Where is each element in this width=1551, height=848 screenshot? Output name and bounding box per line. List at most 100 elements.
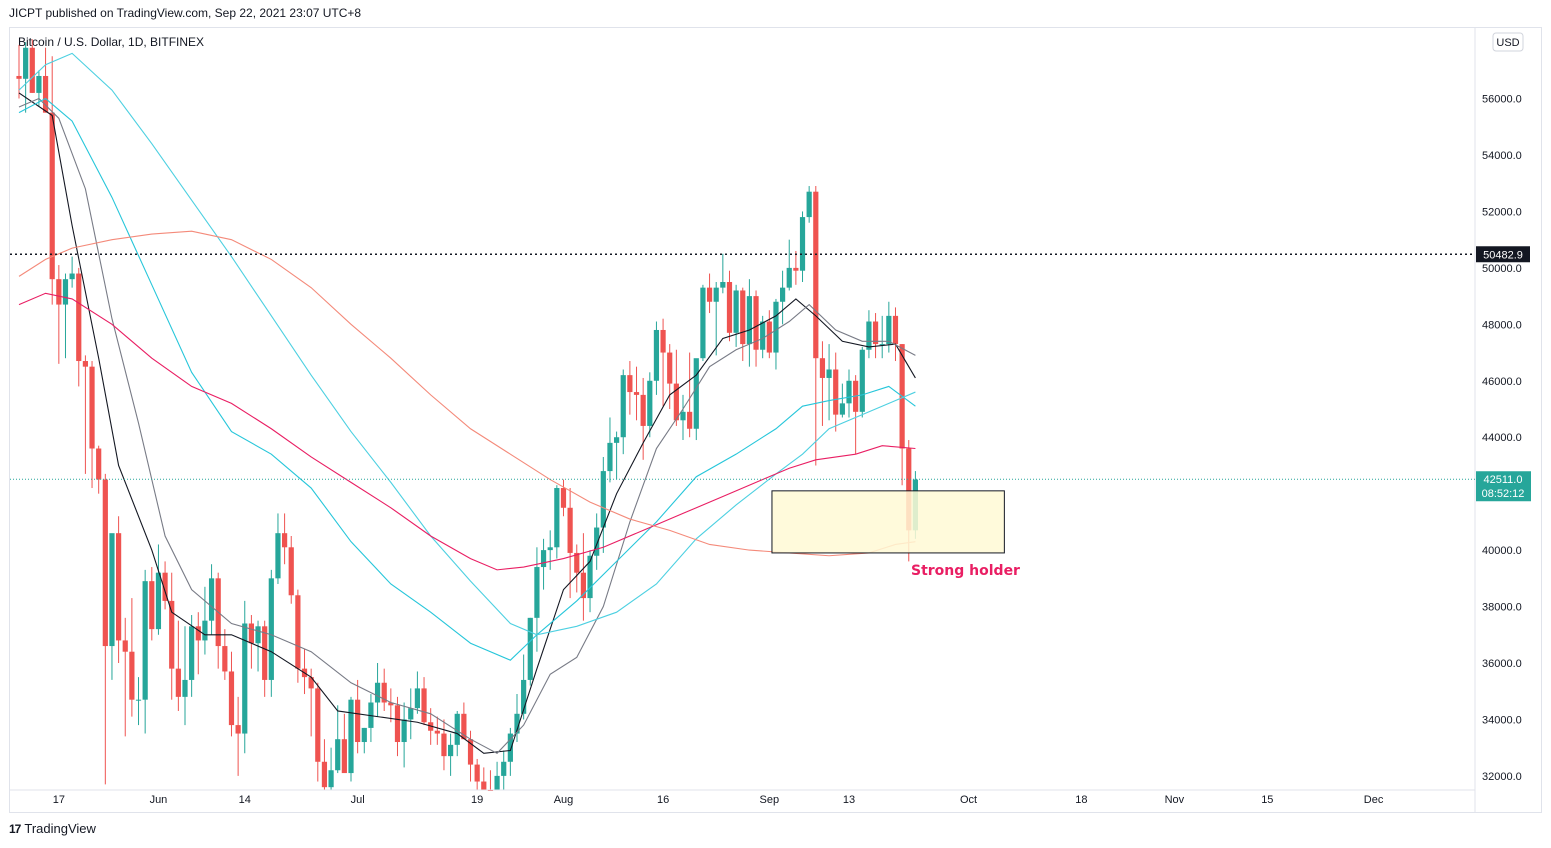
y-tick-label: 48000.0 xyxy=(1482,319,1522,331)
y-tick-label: 36000.0 xyxy=(1482,658,1522,670)
candle-body xyxy=(175,668,181,697)
candle-body xyxy=(501,761,507,776)
candle xyxy=(540,538,547,590)
candle-body xyxy=(514,713,520,734)
x-tick-label: 16 xyxy=(657,794,669,806)
candle-body xyxy=(321,761,328,788)
candle-body xyxy=(753,296,759,350)
candle-body xyxy=(866,321,872,350)
candle-body xyxy=(481,781,487,790)
candle-body xyxy=(720,282,726,288)
candle-body xyxy=(355,699,361,743)
candle xyxy=(82,355,88,474)
candle-body xyxy=(56,279,62,305)
ma-crimson-line xyxy=(18,292,916,571)
candles-layer xyxy=(16,39,918,791)
candle-body xyxy=(673,383,679,421)
annotation-box-layer[interactable]: Strong holder xyxy=(771,490,1020,579)
candle xyxy=(374,663,381,717)
candle xyxy=(408,688,414,740)
candle xyxy=(627,361,633,415)
candle xyxy=(507,727,513,776)
candle-body xyxy=(706,287,713,302)
candle-body xyxy=(680,411,686,421)
x-tick-label: Dec xyxy=(1364,794,1384,806)
publisher-line: JICPT published on TradingView.com, Sep … xyxy=(9,6,362,20)
ma-gray-line xyxy=(18,97,916,754)
candle-body xyxy=(235,725,241,734)
candle xyxy=(567,488,573,599)
candle-body xyxy=(122,640,128,652)
candle-body xyxy=(421,688,427,723)
support-zone-box[interactable] xyxy=(771,490,1005,554)
candle-body xyxy=(262,626,268,680)
annotation-label: Strong holder xyxy=(911,563,1020,579)
candle-body xyxy=(906,448,912,531)
candle xyxy=(308,668,314,737)
candle-body xyxy=(806,191,812,218)
candle-body xyxy=(208,578,215,621)
candle xyxy=(295,589,301,683)
candle-body xyxy=(434,730,440,734)
candle xyxy=(554,485,560,559)
x-tick-label: 13 xyxy=(843,794,855,806)
candle-body xyxy=(653,329,660,381)
candle-body xyxy=(129,651,135,700)
x-tick-label: Sep xyxy=(760,794,780,806)
candle xyxy=(461,702,467,740)
candle-body xyxy=(879,344,885,346)
candle xyxy=(653,321,660,395)
candle-body xyxy=(23,47,29,79)
candle-body xyxy=(540,550,547,568)
candle-body xyxy=(16,75,22,79)
candle-body xyxy=(773,301,779,353)
tradingview-logo-icon: 17 xyxy=(9,821,21,836)
candle-body xyxy=(687,411,693,429)
candle-body xyxy=(109,533,115,647)
candle xyxy=(680,394,686,441)
candle xyxy=(189,615,195,697)
footer-brand[interactable]: 17 TradingView xyxy=(9,821,96,836)
candle-body xyxy=(328,770,334,788)
candle xyxy=(687,352,693,438)
candle xyxy=(607,417,613,483)
chart-frame xyxy=(9,27,1542,813)
candle xyxy=(448,733,454,776)
candle xyxy=(328,747,334,790)
candle-body xyxy=(135,699,142,701)
candle-body xyxy=(587,555,593,599)
candle xyxy=(89,361,95,489)
candle xyxy=(813,186,819,466)
x-tick-label: 18 xyxy=(1075,794,1087,806)
candle-body xyxy=(600,471,606,528)
candle xyxy=(142,569,148,734)
candle-body xyxy=(414,688,420,709)
candle-body xyxy=(408,708,414,720)
candle xyxy=(594,513,600,570)
candle xyxy=(248,615,254,669)
candle xyxy=(892,307,899,362)
candle-body xyxy=(640,394,646,426)
currency-badge[interactable] xyxy=(1492,32,1524,52)
candle xyxy=(713,282,719,356)
candle-body xyxy=(574,552,580,573)
y-tick-label: 46000.0 xyxy=(1482,376,1522,388)
candle-body xyxy=(308,677,314,689)
y-tick-label: 32000.0 xyxy=(1482,771,1522,783)
candle-body xyxy=(401,719,407,743)
candle xyxy=(102,473,108,785)
candle xyxy=(149,567,155,641)
candle-body xyxy=(534,567,540,618)
candle-body xyxy=(580,572,586,599)
x-tick-label: 15 xyxy=(1261,794,1273,806)
candle xyxy=(69,256,75,288)
candle-body xyxy=(799,217,806,271)
candle xyxy=(640,377,646,460)
candle xyxy=(693,358,699,441)
candle xyxy=(773,298,779,370)
candle-body xyxy=(461,713,467,740)
currency-label: USD xyxy=(1496,37,1519,49)
candle xyxy=(733,284,739,347)
candle xyxy=(753,290,759,367)
